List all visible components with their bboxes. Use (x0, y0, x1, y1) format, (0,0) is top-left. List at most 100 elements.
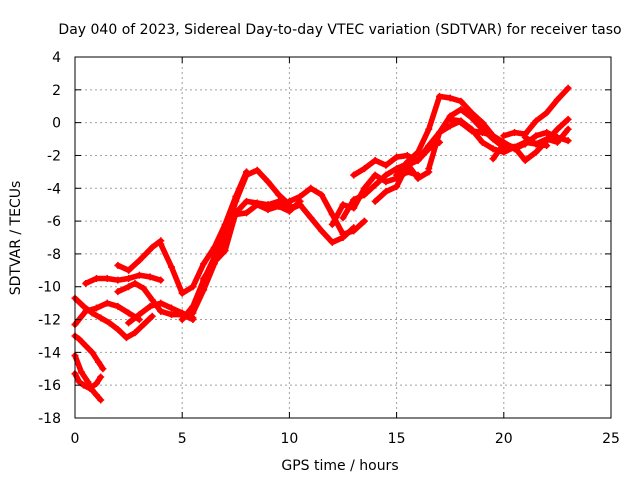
data-point-marker (500, 132, 508, 140)
data-point-marker (189, 309, 197, 317)
data-point-marker (360, 165, 368, 173)
data-point-marker (360, 184, 368, 192)
data-point-marker (425, 165, 433, 173)
data-point-marker (125, 309, 133, 317)
data-point-marker (532, 132, 540, 140)
data-point-marker (103, 275, 111, 283)
data-point-marker (478, 138, 486, 146)
data-point-marker (200, 286, 208, 294)
data-point-marker (468, 114, 476, 122)
data-point-marker (382, 171, 390, 179)
data-point-marker (178, 289, 186, 297)
plot-frame (74, 56, 612, 419)
data-point-marker (318, 191, 326, 199)
data-point-marker (92, 380, 100, 388)
y-tick-label: -18 (38, 411, 61, 427)
data-point-marker (296, 192, 304, 200)
data-point-marker (178, 316, 186, 324)
data-point-marker (125, 266, 133, 274)
data-point-marker (84, 378, 92, 386)
data-point-marker (500, 148, 508, 156)
data-point-marker (339, 230, 347, 238)
data-point-marker (125, 283, 133, 291)
data-point-marker (339, 201, 347, 209)
y-tick-labels: -18 -16 -14 -12 -10 -8 -6 -4 -2 0 2 4 (38, 50, 61, 427)
data-point-marker (232, 209, 240, 217)
data-point-marker (210, 258, 218, 266)
data-point-marker (564, 84, 572, 92)
series-line-sat-g (115, 238, 164, 274)
data-point-marker (478, 128, 486, 136)
data-point-marker (92, 304, 100, 312)
data-point-marker (264, 201, 272, 209)
y-tick-label: -2 (47, 148, 61, 164)
data-point-marker (350, 171, 358, 179)
chart-title: Day 040 of 2023, Sidereal Day-to-day VTE… (58, 22, 621, 38)
data-point-marker (371, 171, 379, 179)
data-point-marker (82, 342, 90, 350)
data-point-marker (414, 156, 422, 164)
data-point-marker (511, 128, 519, 136)
data-point-marker (114, 288, 122, 296)
data-point-marker (95, 358, 103, 366)
data-point-marker (75, 335, 83, 343)
data-point-marker (446, 115, 454, 123)
chart-series-group (71, 84, 572, 404)
data-point-marker (393, 171, 401, 179)
data-point-marker (435, 92, 443, 100)
data-point-marker (232, 197, 240, 205)
data-point-marker (543, 135, 551, 143)
data-point-marker (243, 171, 251, 179)
data-point-marker (553, 138, 561, 146)
data-point-marker (532, 140, 540, 148)
data-point-marker (157, 276, 165, 284)
data-point-marker (371, 197, 379, 205)
data-point-marker (393, 183, 401, 191)
x-tick-label: 0 (71, 431, 80, 447)
axis-ticks (74, 56, 612, 419)
data-point-marker (382, 188, 390, 196)
data-point-marker (521, 133, 529, 141)
y-tick-label: 2 (52, 83, 61, 99)
data-point-marker (532, 117, 540, 125)
data-point-marker (125, 275, 133, 283)
data-point-marker (307, 214, 315, 222)
y-tick-label: -14 (38, 345, 61, 361)
x-tick-label: 10 (280, 431, 298, 447)
x-tick-labels: 0 5 10 15 20 25 (71, 431, 620, 447)
data-point-marker (114, 302, 122, 310)
data-point-marker (114, 325, 122, 333)
data-point-marker (543, 128, 551, 136)
data-point-marker (105, 319, 113, 327)
data-point-marker (275, 191, 283, 199)
y-tick-label: -8 (47, 247, 61, 263)
data-point-marker (532, 148, 540, 156)
data-point-marker (521, 140, 529, 148)
y-tick-label: -12 (38, 313, 61, 329)
data-point-marker (264, 178, 272, 186)
data-point-marker (135, 256, 143, 264)
data-point-marker (97, 396, 105, 404)
data-point-marker (97, 314, 105, 322)
data-point-marker (77, 368, 85, 376)
data-point-marker (167, 304, 175, 312)
x-tick-label: 5 (178, 431, 187, 447)
data-point-marker (82, 307, 90, 315)
data-point-marker (339, 214, 347, 222)
data-point-marker (457, 106, 465, 114)
data-point-marker (99, 365, 107, 373)
data-point-marker (318, 227, 326, 235)
y-tick-label: -16 (38, 378, 61, 394)
data-point-marker (360, 217, 368, 225)
data-point-marker (135, 271, 143, 279)
data-point-marker (500, 140, 508, 148)
y-tick-label: -4 (47, 181, 61, 197)
data-point-marker (189, 283, 197, 291)
data-point-marker (114, 261, 122, 269)
data-point-marker (131, 279, 139, 287)
y-tick-label: -6 (47, 214, 61, 230)
data-point-marker (403, 158, 411, 166)
data-point-marker (243, 209, 251, 217)
data-point-marker (564, 125, 572, 133)
data-point-marker (140, 320, 148, 328)
